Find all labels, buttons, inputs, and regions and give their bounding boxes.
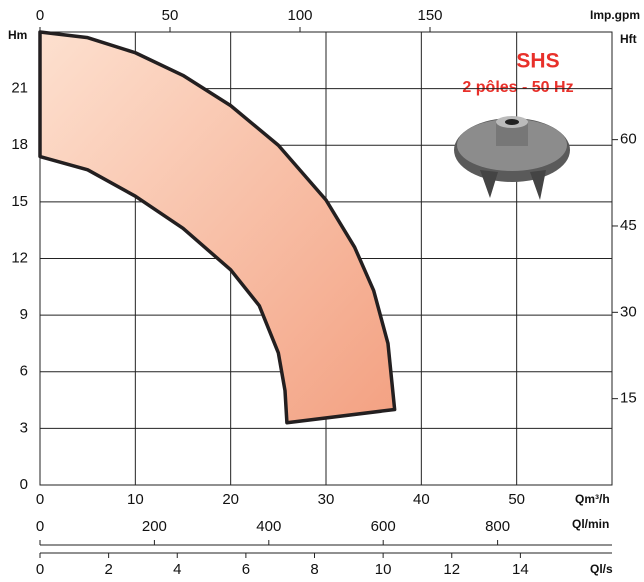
y-tick-label: 3 xyxy=(20,419,28,436)
x-tick-label: 20 xyxy=(222,491,239,508)
y2-tick-label: 15 xyxy=(620,390,637,407)
area-fill xyxy=(38,30,397,425)
x2-axis-label: Imp.gpm xyxy=(590,8,640,22)
x4-tick-label: 2 xyxy=(104,561,112,578)
y-tick-label: 21 xyxy=(11,80,28,97)
x-axis-label: Qm³/h xyxy=(575,492,610,506)
y-tick-label: 0 xyxy=(20,476,28,493)
x4-tick-label: 4 xyxy=(173,561,181,578)
plot-frame xyxy=(39,31,613,486)
x-tick-label: 50 xyxy=(508,491,525,508)
x3-tick-label: 200 xyxy=(142,518,167,535)
y-tick-label: 15 xyxy=(11,193,28,210)
y2-axis-label: Hft xyxy=(620,32,637,46)
y-tick-label: 9 xyxy=(20,306,28,323)
x4-tick-label: 6 xyxy=(242,561,250,578)
y-axis-label: Hm xyxy=(8,28,27,42)
y-tick-label: 12 xyxy=(11,249,28,266)
x-tick-label: 30 xyxy=(318,491,335,508)
x4-tick-label: 8 xyxy=(310,561,318,578)
x2-tick-label: 50 xyxy=(162,7,179,24)
x3-tick-label: 600 xyxy=(371,518,396,535)
x2-tick-label: 150 xyxy=(417,7,442,24)
chart-title: SHS xyxy=(516,50,559,73)
x2-tick-label: 100 xyxy=(287,7,312,24)
x4-axis-label: Ql/s xyxy=(590,562,613,576)
x3-axis-label: Ql/min xyxy=(572,517,609,531)
y-tick-label: 18 xyxy=(11,136,28,153)
x-tick-label: 0 xyxy=(36,491,44,508)
y2-tick-label: 60 xyxy=(620,131,637,148)
x-tick-label: 10 xyxy=(127,491,144,508)
x3-tick-label: 800 xyxy=(485,518,510,535)
x4-tick-label: 0 xyxy=(36,561,44,578)
chart-subtitle: 2 pôles - 50 Hz xyxy=(462,79,573,96)
x4-tick-label: 10 xyxy=(375,561,392,578)
x3-tick-label: 0 xyxy=(36,518,44,535)
y2-tick-label: 45 xyxy=(620,217,637,234)
x4-tick-label: 14 xyxy=(512,561,529,578)
y2-tick-label: 30 xyxy=(620,303,637,320)
x3-tick-label: 400 xyxy=(256,518,281,535)
x-tick-label: 40 xyxy=(413,491,430,508)
y-tick-label: 6 xyxy=(20,363,28,380)
x4-tick-label: 12 xyxy=(443,561,460,578)
impeller-image xyxy=(454,116,570,200)
x2-tick-label: 0 xyxy=(36,7,44,24)
